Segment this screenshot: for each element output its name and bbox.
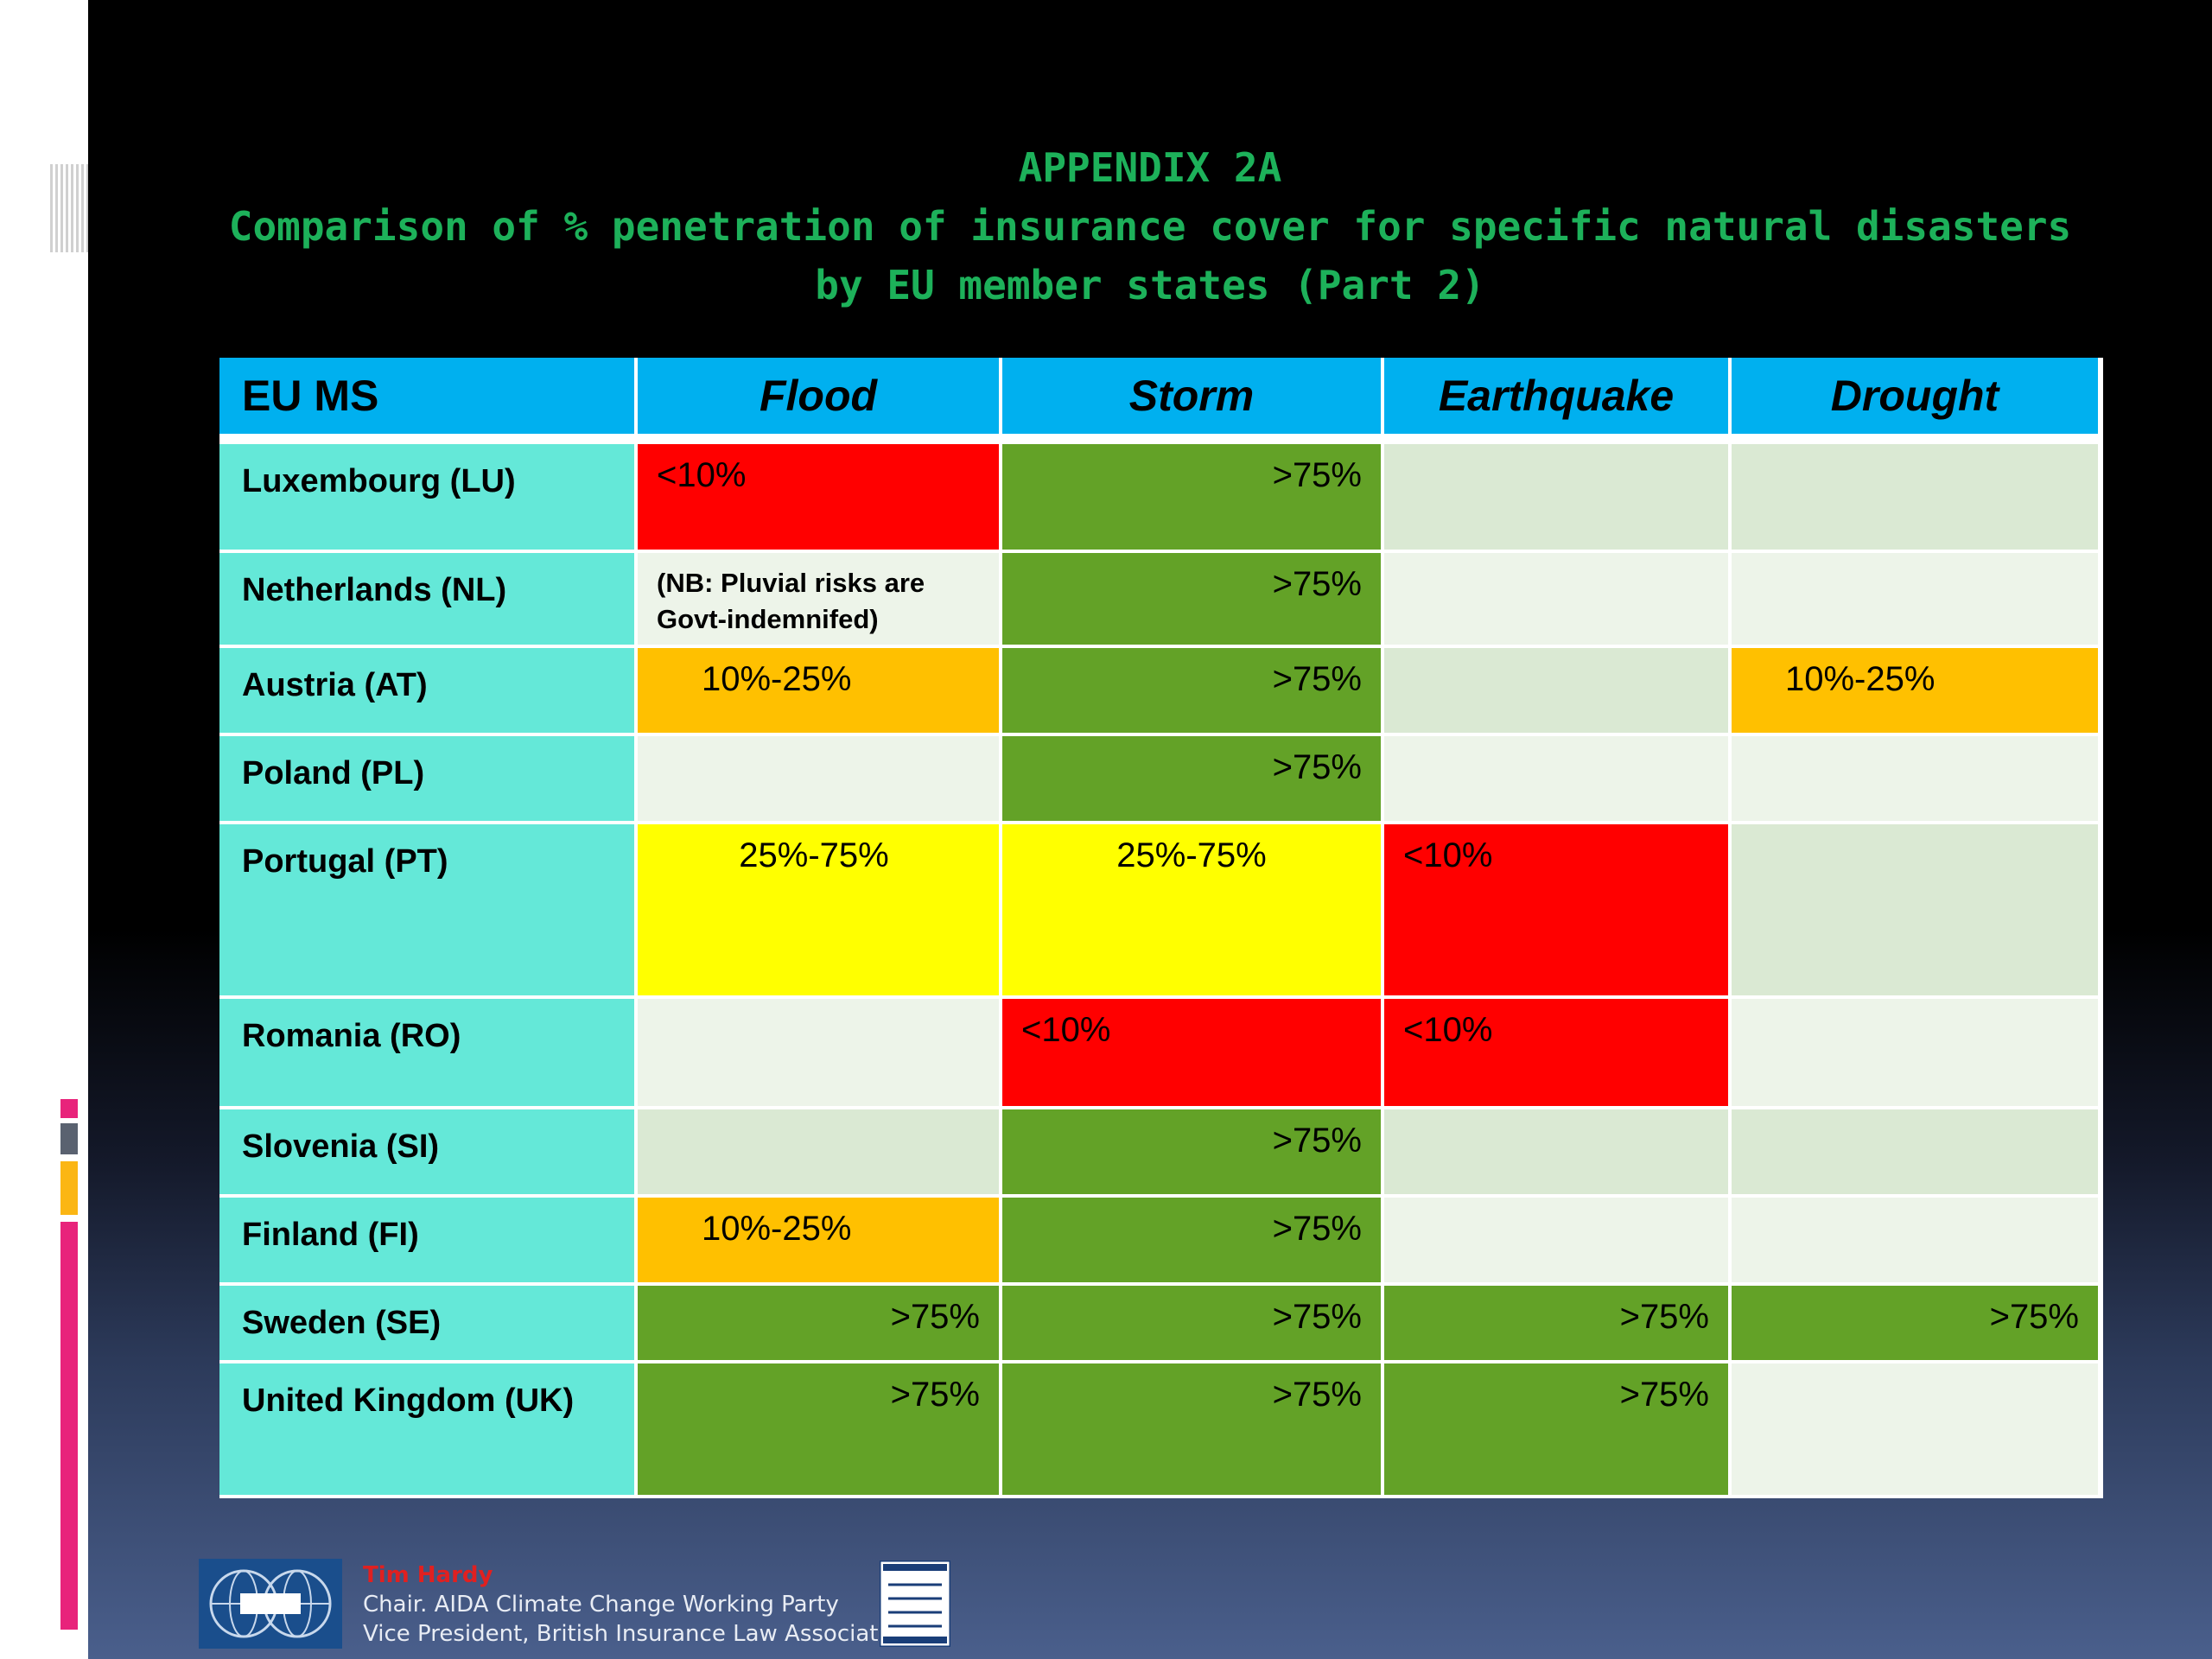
cell-si-flood <box>638 1109 999 1194</box>
row-label-sweden: Sweden (SE) <box>219 1286 634 1360</box>
cell-si-earthquake <box>1384 1109 1728 1194</box>
decorative-bar <box>60 1222 78 1630</box>
row-label-united-kingdom: United Kingdom (UK) <box>219 1363 634 1495</box>
row-label-finland: Finland (FI) <box>219 1198 634 1282</box>
row-label-austria: Austria (AT) <box>219 648 634 733</box>
decorative-bar <box>60 1161 78 1215</box>
cell-si-drought <box>1732 1109 2098 1194</box>
footer-line-2: Vice President, British Insurance Law As… <box>363 1621 913 1647</box>
cell-se-earthquake: >75% <box>1384 1286 1728 1360</box>
cell-fi-earthquake <box>1384 1198 1728 1282</box>
cell-nl-earthquake <box>1384 553 1728 645</box>
cell-lu-storm: >75% <box>1002 444 1381 550</box>
note-line-1: (NB: Pluvial risks are <box>657 568 925 598</box>
footer-credits: Tim Hardy Chair. AIDA Climate Change Wor… <box>363 1560 912 1649</box>
cell-ro-flood <box>638 999 999 1106</box>
penetration-table: EU MS Flood Storm Earthquake Drought Lux… <box>219 358 2103 1498</box>
row-label-luxembourg: Luxembourg (LU) <box>219 444 634 550</box>
header-earthquake: Earthquake <box>1384 358 1728 434</box>
note-line-2: Govt-indemnifed) <box>657 604 879 634</box>
cell-se-storm: >75% <box>1002 1286 1381 1360</box>
cell-at-flood: 10%-25% <box>638 648 999 733</box>
cell-at-storm: >75% <box>1002 648 1381 733</box>
title-line-3: by EU member states (Part 2) <box>815 262 1485 308</box>
cell-se-drought: >75% <box>1732 1286 2098 1360</box>
cell-si-storm: >75% <box>1002 1109 1381 1194</box>
cell-pt-earthquake: <10% <box>1384 824 1728 995</box>
cell-ro-earthquake: <10% <box>1384 999 1728 1106</box>
cell-pl-earthquake <box>1384 736 1728 821</box>
cell-pt-storm: 25%-75% <box>1002 824 1381 995</box>
header-eu-ms: EU MS <box>219 358 634 434</box>
decorative-bar <box>60 1099 78 1118</box>
cell-pt-drought <box>1732 824 2098 995</box>
cell-lu-earthquake <box>1384 444 1728 550</box>
bila-logo-icon <box>878 1559 952 1649</box>
cell-uk-earthquake: >75% <box>1384 1363 1728 1495</box>
cell-nl-flood-note: (NB: Pluvial risks are Govt-indemnifed) <box>638 553 999 645</box>
slide-title: APPENDIX 2A Comparison of % penetration … <box>88 138 2212 315</box>
header-storm: Storm <box>1002 358 1381 434</box>
cell-pt-flood: 25%-75% <box>638 824 999 995</box>
cell-fi-drought <box>1732 1198 2098 1282</box>
cell-lu-flood: <10% <box>638 444 999 550</box>
footer-name: Tim Hardy <box>363 1562 493 1588</box>
row-label-romania: Romania (RO) <box>219 999 634 1106</box>
cell-nl-drought <box>1732 553 2098 645</box>
cell-at-earthquake <box>1384 648 1728 733</box>
cell-nl-storm: >75% <box>1002 553 1381 645</box>
cell-se-flood: >75% <box>638 1286 999 1360</box>
cell-pl-flood <box>638 736 999 821</box>
cell-pl-storm: >75% <box>1002 736 1381 821</box>
footer-line-1: Chair. AIDA Climate Change Working Party <box>363 1592 839 1618</box>
cell-lu-drought <box>1732 444 2098 550</box>
cell-ro-drought <box>1732 999 2098 1106</box>
cell-uk-drought <box>1732 1363 2098 1495</box>
row-label-poland: Poland (PL) <box>219 736 634 821</box>
cell-at-drought: 10%-25% <box>1732 648 2098 733</box>
row-label-slovenia: Slovenia (SI) <box>219 1109 634 1194</box>
cell-fi-flood: 10%-25% <box>638 1198 999 1282</box>
aida-globe-logo-icon <box>199 1559 342 1649</box>
decorative-bar <box>60 1123 78 1154</box>
row-label-netherlands: Netherlands (NL) <box>219 553 634 645</box>
row-label-portugal: Portugal (PT) <box>219 824 634 995</box>
decorative-stripes <box>50 164 88 252</box>
cell-ro-storm: <10% <box>1002 999 1381 1106</box>
cell-uk-flood: >75% <box>638 1363 999 1495</box>
cell-fi-storm: >75% <box>1002 1198 1381 1282</box>
cell-uk-storm: >75% <box>1002 1363 1381 1495</box>
title-line-1: APPENDIX 2A <box>1018 144 1282 191</box>
header-drought: Drought <box>1732 358 2098 434</box>
title-line-2: Comparison of % penetration of insurance… <box>228 203 2072 250</box>
cell-pl-drought <box>1732 736 2098 821</box>
header-flood: Flood <box>638 358 999 434</box>
